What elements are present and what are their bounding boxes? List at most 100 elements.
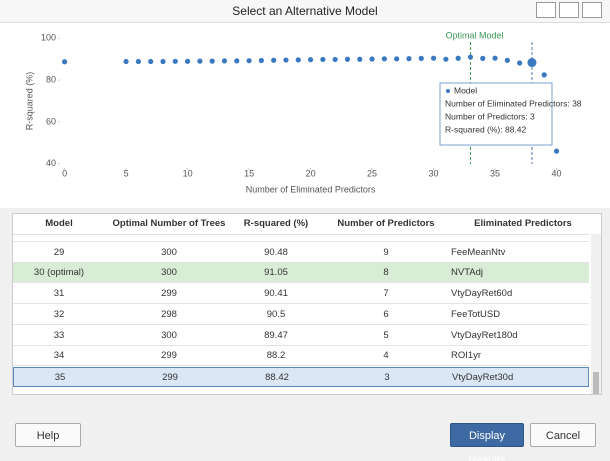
table-cell: 88.42 [265, 371, 289, 383]
data-point [357, 56, 363, 62]
table-cell: FeeMeanNtv [451, 246, 506, 258]
data-point [517, 60, 523, 66]
table-cell: 300 [161, 246, 177, 258]
data-point [381, 56, 387, 62]
tooltip-dot [446, 89, 450, 93]
table-cell: 90.5 [266, 308, 286, 320]
table-cell: 298 [161, 308, 177, 320]
data-point [480, 55, 486, 61]
data-point [295, 57, 301, 63]
data-point [160, 58, 166, 65]
data-point [221, 58, 228, 64]
x-tick-label: 30 [429, 168, 439, 178]
data-point [467, 54, 474, 60]
data-point [148, 58, 154, 65]
window-title: Select an Alternative Model [0, 0, 610, 23]
table-cell: 7 [383, 288, 389, 300]
x-tick-label: 35 [490, 168, 500, 178]
table-cell: 34 [53, 350, 65, 362]
scrollbar[interactable] [591, 234, 601, 394]
data-point [492, 55, 498, 61]
data-point [541, 72, 547, 78]
data-point [527, 58, 537, 68]
tooltip-line: Model [454, 85, 477, 95]
scroll-thumb[interactable] [593, 372, 599, 394]
table-row[interactable]: 35 299 88.42 3 VtyDayRet30d [13, 366, 589, 387]
data-point [455, 55, 461, 61]
data-point [553, 148, 560, 154]
window-controls [536, 2, 602, 18]
table-row[interactable]: 33 300 89.47 5 VtyDayRet180d [13, 326, 589, 346]
table-cell: 300 [161, 267, 177, 279]
x-tick-label: 0 [62, 168, 67, 178]
minimize[interactable] [536, 2, 556, 18]
y-axis-label: R-squared (%) [24, 72, 34, 131]
table-cell: 32 [53, 308, 65, 320]
table-cell: 31 [53, 288, 65, 300]
column-header: R-squared (%) [243, 218, 309, 229]
data-point [344, 56, 351, 62]
data-point [258, 57, 264, 64]
close[interactable] [582, 2, 602, 18]
data-point [197, 58, 203, 64]
table-cell: NVTAdj [451, 267, 484, 279]
y-tick-label: 80 [46, 74, 56, 84]
table-cell: 9 [383, 246, 389, 258]
data-point [369, 56, 375, 62]
data-point [209, 58, 215, 64]
tooltip: Model Number of Eliminated Predictors: 38… [439, 82, 582, 146]
results-table: 2830090.0210TxCnt2930090.489FeeMeanNtv30… [12, 213, 602, 395]
table-cell: 88.2 [266, 350, 286, 362]
data-point [271, 57, 277, 63]
table-cell: 30 (optimal) [33, 267, 85, 279]
tooltip-line: R-squared (%): 88.42 [445, 124, 527, 134]
data-point [184, 58, 191, 64]
column-header: Number of Predictors [337, 218, 435, 229]
table-cell: 89.47 [264, 329, 288, 341]
data-point [307, 57, 314, 63]
y-tick-label: 60 [46, 116, 56, 126]
x-tick-label: 40 [552, 168, 562, 178]
data-point [418, 55, 424, 62]
tooltip-line: Number of Eliminated Predictors: 38 [445, 98, 582, 108]
chart: 40 60 80 100 0 5 10 15 20 25 30 35 40 Number of Elimi… [0, 23, 610, 208]
table-row[interactable]: 30 (optimal) 300 91.05 8 NVTAdj [13, 263, 589, 284]
data-point [135, 58, 141, 65]
table-cell: 29 [53, 246, 65, 258]
y-tick-label: 40 [46, 158, 56, 168]
table-cell: ROI1yr [451, 350, 482, 362]
help-button[interactable]: Help [15, 423, 81, 447]
x-tick-label: 10 [183, 168, 193, 178]
table-cell: VtyDayRet60d [451, 288, 513, 300]
table-row[interactable]: 34 299 88.2 4 ROI1yr [13, 346, 589, 367]
table-cell: 5 [383, 329, 389, 341]
table-row[interactable]: 31 299 90.41 7 VtyDayRet60d [13, 284, 589, 305]
column-header: Eliminated Predictors [474, 218, 572, 229]
tooltip-line: Number of Predictors: 3 [445, 111, 535, 121]
table-cell: 90.48 [264, 246, 288, 258]
data-point [443, 56, 449, 62]
table-row[interactable]: 29 300 90.48 9 FeeMeanNtv [13, 243, 589, 263]
table-cell: FeeTotUSD [451, 308, 501, 320]
table-cell: 299 [161, 350, 177, 362]
tooltip-box [439, 82, 553, 146]
data-point [61, 59, 68, 65]
maximize[interactable] [559, 2, 579, 18]
table-cell: 35 [54, 371, 66, 383]
column-header: Optimal Number of Trees [112, 218, 226, 229]
table-cell: VtyDayRet30d [452, 371, 514, 383]
data-point [172, 58, 178, 64]
column-header: Model [45, 218, 73, 229]
table-cell: VtyDayRet180d [451, 329, 518, 341]
table-cell: 299 [162, 371, 178, 383]
table-cell: 299 [161, 288, 177, 300]
data-point [430, 55, 437, 61]
data-point [504, 57, 510, 63]
table-cell: 3 [384, 371, 390, 383]
data-point [320, 56, 326, 63]
table-row[interactable]: 32 298 90.5 6 FeeTotUSD [13, 305, 589, 325]
cancel-button[interactable]: Cancel [530, 423, 596, 447]
display-results-button[interactable]: Display Results [450, 423, 524, 461]
optimal-label: Optimal Model [445, 30, 503, 40]
